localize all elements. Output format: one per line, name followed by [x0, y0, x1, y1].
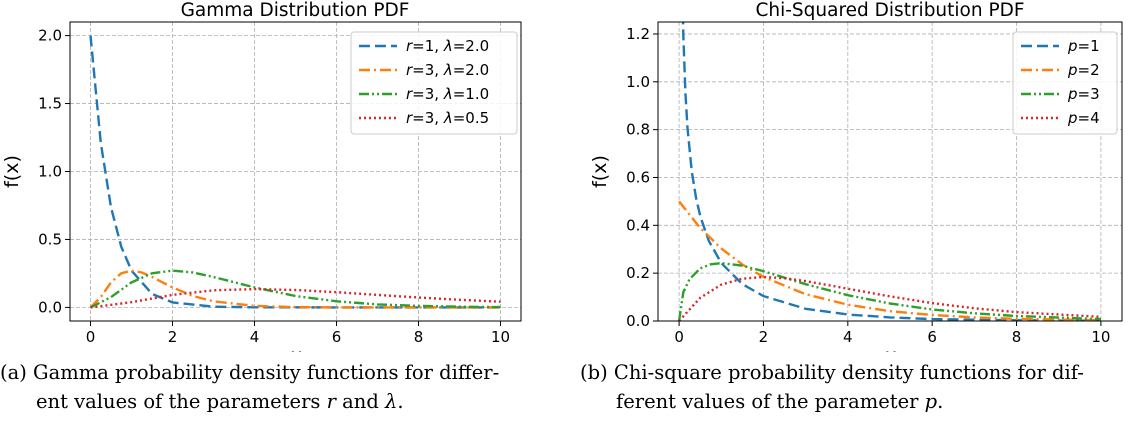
- p1-x-axis-label: x: [883, 345, 896, 352]
- caption-a-line1: Gamma probability density functions for …: [33, 361, 500, 384]
- p0-series-line-4: [90, 287, 501, 309]
- p1-legend-var: p: [1067, 37, 1078, 55]
- p1-x-tick-label: 8: [1012, 328, 1022, 346]
- p0-x-tick-label: 4: [250, 328, 260, 346]
- p0-y-tick-label: 0.5: [38, 230, 62, 248]
- p1-legend-entry-1: p=1: [1067, 37, 1100, 55]
- p0-x-tick-label: 10: [491, 328, 510, 346]
- caption-b-label: (b): [580, 361, 608, 384]
- p1-y-axis-label: f(x): [589, 155, 611, 188]
- p1-legend-val: =3: [1078, 85, 1100, 103]
- p1-legend-var: p: [1067, 109, 1078, 127]
- p1-axes-frame: [657, 21, 1123, 322]
- p0-legend-var: r: [406, 109, 413, 127]
- p1-x-tick-label: 0: [674, 328, 684, 346]
- p1-y-tick-label: 0.2: [626, 264, 650, 282]
- p0-chart-title: Gamma Distribution PDF: [181, 0, 410, 21]
- caption-b-line2: ferent values of the parameter p.: [580, 387, 1138, 416]
- figure: 0 2 4 6 8 10 0.0 0.5 1.0 1.5 2.0 Gamma Distribution…: [1, 0, 1123, 352]
- caption-b-line1: Chi-square probability density functions…: [613, 361, 1084, 384]
- p0-y-tick-label: 2.0: [38, 27, 62, 45]
- p1-y-tick-label: 1.0: [626, 73, 650, 91]
- p0-legend-entry-4: r=3, λ=0.5: [406, 109, 489, 127]
- caption-b-var-p: p: [924, 390, 938, 413]
- p0-legend-pval: =2.0: [453, 37, 489, 55]
- p1-y-tick-label: 0.8: [626, 121, 650, 139]
- p1-legend-var: p: [1067, 61, 1078, 79]
- p0-legend-entry-2: r=3, λ=2.0: [406, 61, 489, 79]
- p0-x-tick-label: 0: [86, 328, 96, 346]
- p1-series-group: [677, 22, 1101, 321]
- p0-legend-pval: =1.0: [453, 85, 489, 103]
- p0-legend-val: =3,: [412, 109, 444, 127]
- p0-y-tick-label: 1.0: [38, 163, 62, 181]
- p0-y-tick-label: 0.0: [38, 298, 62, 316]
- p0-series-group: [89, 35, 501, 309]
- gamma-chart: 0 2 4 6 8 10 0.0 0.5 1.0 1.5 2.0 Gamma Distribution…: [1, 0, 522, 352]
- p0-legend-pval: =0.5: [453, 109, 489, 127]
- caption-b-line2-text: ferent values of the parameter: [616, 390, 925, 413]
- p1-legend-val: =4: [1078, 109, 1100, 127]
- p1-legend-entry-3: p=3: [1067, 85, 1100, 103]
- caption-a-end: .: [397, 390, 404, 413]
- caption-a-var-lambda: λ: [385, 390, 398, 413]
- caption-a-line2-text: ent values of the parameters: [36, 390, 327, 413]
- p0-x-tick-label: 6: [332, 328, 342, 346]
- p1-chart-title: Chi-Squared Distribution PDF: [755, 0, 1024, 21]
- p0-x-axis-label: x: [289, 345, 302, 352]
- p0-legend-val: =3,: [412, 85, 444, 103]
- p1-x-tick-label: 2: [759, 328, 769, 346]
- p0-legend-param: λ: [443, 61, 453, 79]
- caption-a: (a) Gamma probability density functions …: [0, 358, 560, 416]
- p1-legend-box: [1012, 31, 1118, 135]
- chi-squared-chart: 0 2 4 6 8 10 0.0 0.2 0.4 0.6 0.8 1.0 1.2 Chi-Squared …: [589, 0, 1123, 352]
- p0-legend-var: r: [406, 61, 413, 79]
- p1-y-tick-label: 1.2: [626, 25, 650, 43]
- p0-y-axis-label: f(x): [1, 155, 23, 188]
- p1-y-tick-label: 0.6: [626, 168, 650, 186]
- p1-legend-entry-2: p=2: [1067, 61, 1100, 79]
- caption-a-line2: ent values of the parameters r and λ.: [0, 387, 560, 416]
- caption-a-var-r: r: [326, 390, 336, 413]
- caption-b-end: .: [937, 390, 944, 413]
- caption-a-and: and: [335, 390, 386, 413]
- p0-legend-box: [350, 31, 518, 135]
- p1-series-line-2: [678, 200, 1101, 321]
- p0-series-line-2: [89, 269, 501, 309]
- p1-legend-val: =1: [1078, 37, 1100, 55]
- p0-legend-var: r: [406, 37, 413, 55]
- p1-legend-var: p: [1067, 85, 1078, 103]
- p0-x-tick-label: 2: [168, 328, 178, 346]
- p0-y-tick-label: 1.5: [38, 95, 62, 113]
- p0-legend-val: =3,: [412, 61, 444, 79]
- p0-legend-val: =1,: [412, 37, 444, 55]
- p1-x-tick-label: 6: [927, 328, 937, 346]
- p1-legend-val: =2: [1078, 61, 1100, 79]
- p1-series-line-3: [677, 261, 1101, 321]
- p0-legend-param: λ: [443, 109, 453, 127]
- p0-legend-pval: =2.0: [453, 61, 489, 79]
- p1-x-tick-label: 10: [1091, 328, 1110, 346]
- p0-series-line-3: [89, 269, 501, 309]
- p0-legend-var: r: [406, 85, 413, 103]
- p1-y-tick-label: 0.0: [626, 312, 650, 330]
- p1-y-tick-label: 0.4: [626, 216, 650, 234]
- p0-legend-entry-3: r=3, λ=1.0: [406, 85, 489, 103]
- p1-series-line-4: [678, 275, 1101, 321]
- p0-legend-param: λ: [443, 85, 453, 103]
- p0-legend-entry-1: r=1, λ=2.0: [406, 37, 489, 55]
- p0-x-tick-label: 8: [414, 328, 424, 346]
- p1-legend-entry-4: p=4: [1067, 109, 1100, 127]
- caption-a-label: (a): [0, 361, 27, 384]
- p1-series-line-1: [681, 22, 1101, 321]
- p0-legend-param: λ: [443, 37, 453, 55]
- p1-x-tick-label: 4: [843, 328, 853, 346]
- caption-b: (b) Chi-square probability density funct…: [580, 358, 1138, 416]
